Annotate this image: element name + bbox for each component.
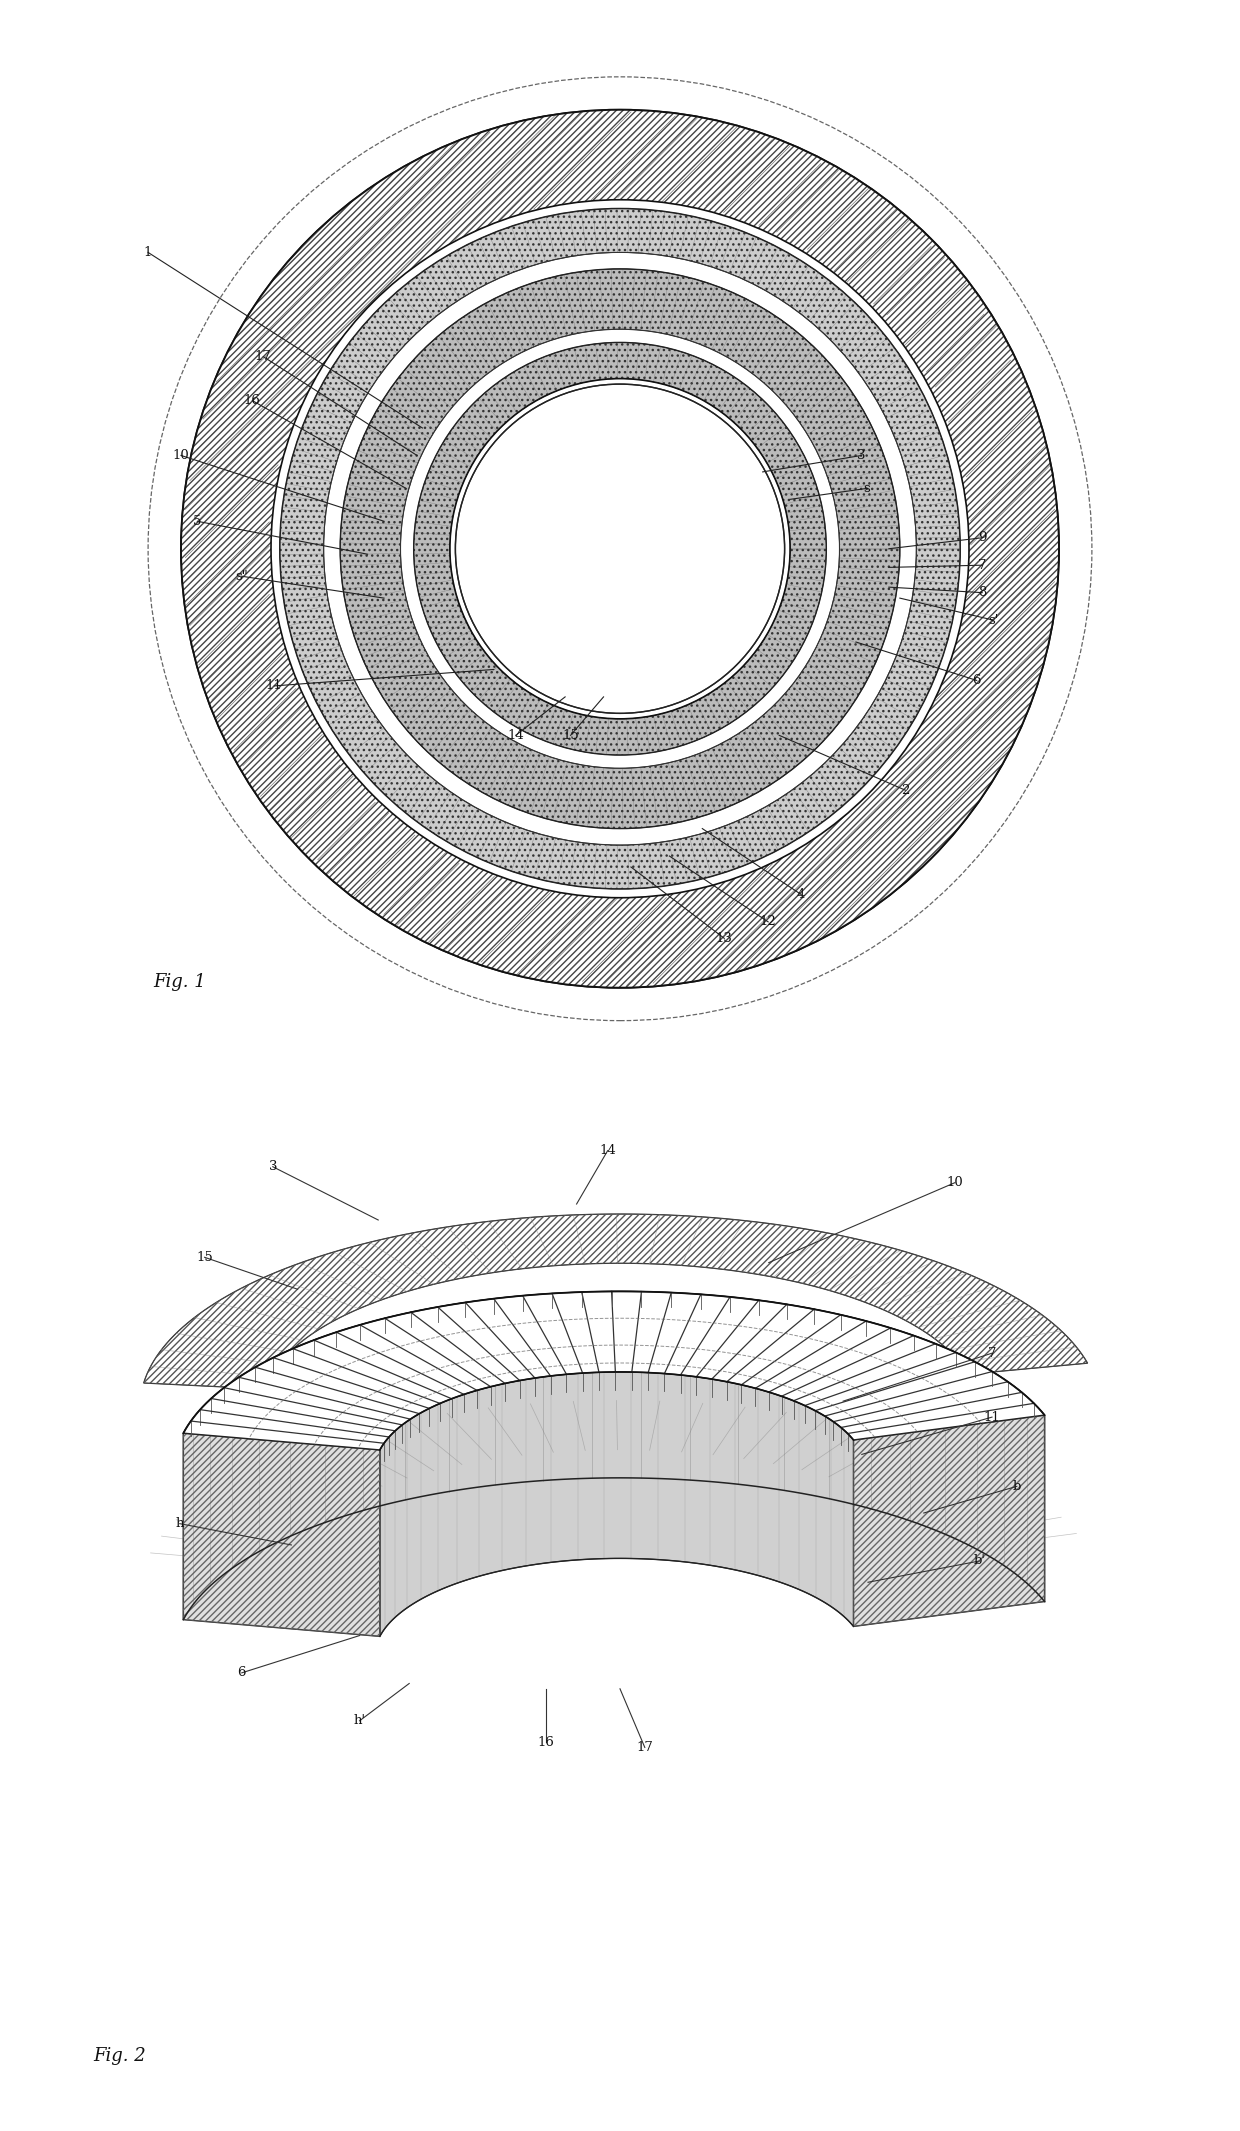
Text: 1: 1 (144, 245, 153, 260)
Circle shape (181, 111, 1059, 989)
Text: h': h' (353, 1713, 366, 1728)
Text: 10: 10 (946, 1176, 963, 1189)
Text: Fig. 2: Fig. 2 (93, 2048, 146, 2065)
Text: 3: 3 (269, 1159, 277, 1174)
Text: 15: 15 (196, 1251, 213, 1264)
Polygon shape (853, 1415, 1044, 1626)
Polygon shape (184, 1434, 379, 1637)
Circle shape (455, 384, 785, 714)
Text: 14: 14 (507, 729, 525, 742)
Text: 11: 11 (265, 680, 283, 693)
Text: 11: 11 (983, 1411, 1001, 1424)
Text: 5: 5 (193, 516, 202, 528)
Text: 17: 17 (255, 349, 272, 362)
Text: Fig. 1: Fig. 1 (154, 974, 206, 991)
Text: 16: 16 (244, 394, 260, 407)
Text: 6: 6 (238, 1666, 246, 1679)
Wedge shape (181, 109, 1059, 989)
Text: 15: 15 (562, 729, 579, 742)
Text: 17: 17 (636, 1741, 653, 1754)
Text: 13: 13 (715, 931, 733, 944)
Text: s': s' (988, 614, 998, 627)
Wedge shape (280, 209, 960, 889)
Text: h: h (176, 1517, 184, 1530)
Text: 14: 14 (599, 1144, 616, 1157)
Text: 6: 6 (972, 673, 981, 686)
Text: 7: 7 (988, 1347, 996, 1360)
Wedge shape (414, 343, 826, 754)
Text: 2: 2 (901, 784, 909, 797)
Text: 4: 4 (797, 889, 805, 901)
Text: 9: 9 (978, 531, 986, 543)
Text: 3: 3 (857, 450, 866, 462)
Polygon shape (184, 1291, 1044, 1620)
Text: 10: 10 (172, 450, 190, 462)
Wedge shape (324, 251, 916, 846)
Wedge shape (401, 330, 839, 769)
Polygon shape (144, 1215, 1087, 1389)
Text: b: b (1013, 1479, 1021, 1494)
Text: 7: 7 (978, 558, 986, 571)
Text: s: s (863, 482, 870, 494)
Text: b': b' (973, 1553, 986, 1568)
Polygon shape (379, 1372, 853, 1637)
Text: 8: 8 (978, 586, 986, 599)
Text: 16: 16 (537, 1735, 554, 1750)
Text: s": s" (236, 569, 248, 582)
Wedge shape (340, 269, 900, 829)
Polygon shape (184, 1291, 1044, 1449)
Text: 12: 12 (760, 916, 776, 929)
